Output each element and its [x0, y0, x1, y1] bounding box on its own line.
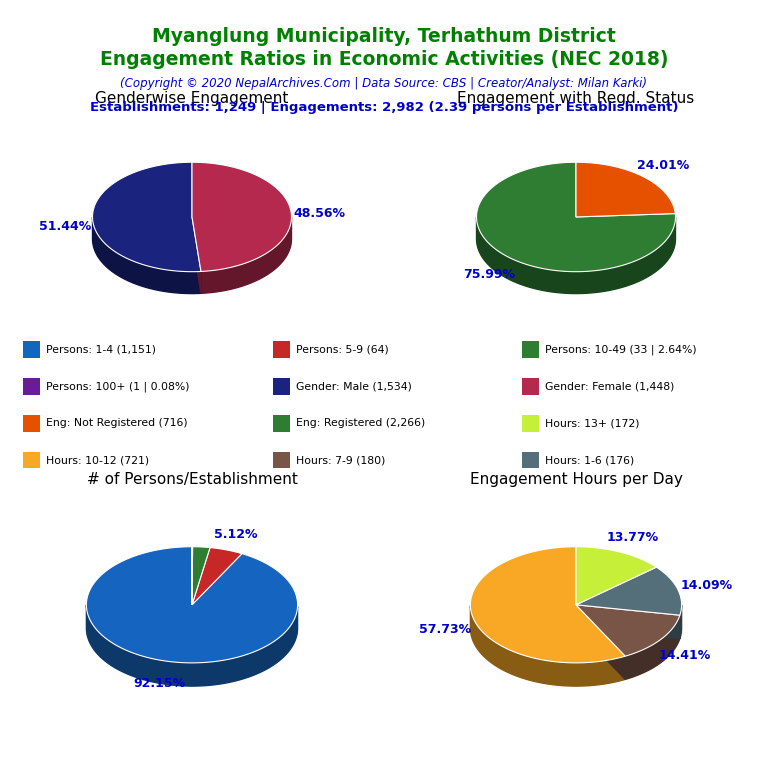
Text: 75.99%: 75.99%: [463, 268, 515, 281]
Polygon shape: [576, 547, 657, 605]
Text: Gender: Male (1,534): Gender: Male (1,534): [296, 381, 412, 392]
Text: 57.73%: 57.73%: [419, 623, 471, 636]
Text: 51.44%: 51.44%: [38, 220, 91, 233]
Polygon shape: [201, 217, 292, 293]
Polygon shape: [87, 547, 297, 663]
Text: Persons: 10-49 (33 | 2.64%): Persons: 10-49 (33 | 2.64%): [545, 344, 697, 355]
Polygon shape: [476, 217, 676, 293]
Text: Persons: 100+ (1 | 0.08%): Persons: 100+ (1 | 0.08%): [46, 381, 190, 392]
Title: Engagement with Regd. Status: Engagement with Regd. Status: [458, 91, 694, 106]
Text: 13.77%: 13.77%: [607, 531, 659, 544]
Text: 48.56%: 48.56%: [293, 207, 346, 220]
Text: Persons: 5-9 (64): Persons: 5-9 (64): [296, 344, 389, 355]
Title: Genderwise Engagement: Genderwise Engagement: [95, 91, 289, 106]
Polygon shape: [192, 217, 201, 293]
Text: Gender: Female (1,448): Gender: Female (1,448): [545, 381, 674, 392]
Text: 92.15%: 92.15%: [133, 677, 185, 690]
Polygon shape: [576, 567, 681, 615]
Polygon shape: [476, 162, 676, 272]
Text: Hours: 1-6 (176): Hours: 1-6 (176): [545, 455, 634, 465]
Text: Engagement Ratios in Economic Activities (NEC 2018): Engagement Ratios in Economic Activities…: [100, 50, 668, 69]
Polygon shape: [92, 162, 201, 272]
Polygon shape: [471, 606, 625, 686]
Text: Persons: 1-4 (1,151): Persons: 1-4 (1,151): [46, 344, 156, 355]
Text: Myanglung Municipality, Terhathum District: Myanglung Municipality, Terhathum Distri…: [152, 27, 616, 46]
Text: 14.41%: 14.41%: [659, 649, 711, 662]
Text: 24.01%: 24.01%: [637, 160, 690, 173]
Polygon shape: [680, 605, 681, 638]
Polygon shape: [625, 615, 680, 680]
Text: Hours: 13+ (172): Hours: 13+ (172): [545, 418, 640, 429]
Polygon shape: [576, 605, 680, 638]
Text: Eng: Registered (2,266): Eng: Registered (2,266): [296, 418, 425, 429]
Polygon shape: [192, 547, 210, 605]
Text: (Copyright © 2020 NepalArchives.Com | Data Source: CBS | Creator/Analyst: Milan : (Copyright © 2020 NepalArchives.Com | Da…: [121, 77, 647, 90]
Polygon shape: [192, 162, 292, 271]
Polygon shape: [576, 605, 625, 680]
Text: Establishments: 1,249 | Engagements: 2,982 (2.39 persons per Establishment): Establishments: 1,249 | Engagements: 2,9…: [90, 101, 678, 114]
Title: Engagement Hours per Day: Engagement Hours per Day: [469, 472, 683, 488]
Polygon shape: [192, 217, 201, 293]
Polygon shape: [576, 605, 625, 680]
Polygon shape: [92, 217, 201, 293]
Polygon shape: [576, 605, 680, 638]
Polygon shape: [576, 162, 675, 217]
Title: # of Persons/Establishment: # of Persons/Establishment: [87, 472, 297, 488]
Polygon shape: [192, 548, 242, 605]
Text: Eng: Not Registered (716): Eng: Not Registered (716): [46, 418, 187, 429]
Polygon shape: [471, 547, 625, 663]
Text: 14.09%: 14.09%: [680, 579, 733, 592]
Text: 5.12%: 5.12%: [214, 528, 258, 541]
Text: Hours: 10-12 (721): Hours: 10-12 (721): [46, 455, 149, 465]
Text: Hours: 7-9 (180): Hours: 7-9 (180): [296, 455, 385, 465]
Polygon shape: [87, 605, 297, 686]
Polygon shape: [576, 605, 680, 656]
